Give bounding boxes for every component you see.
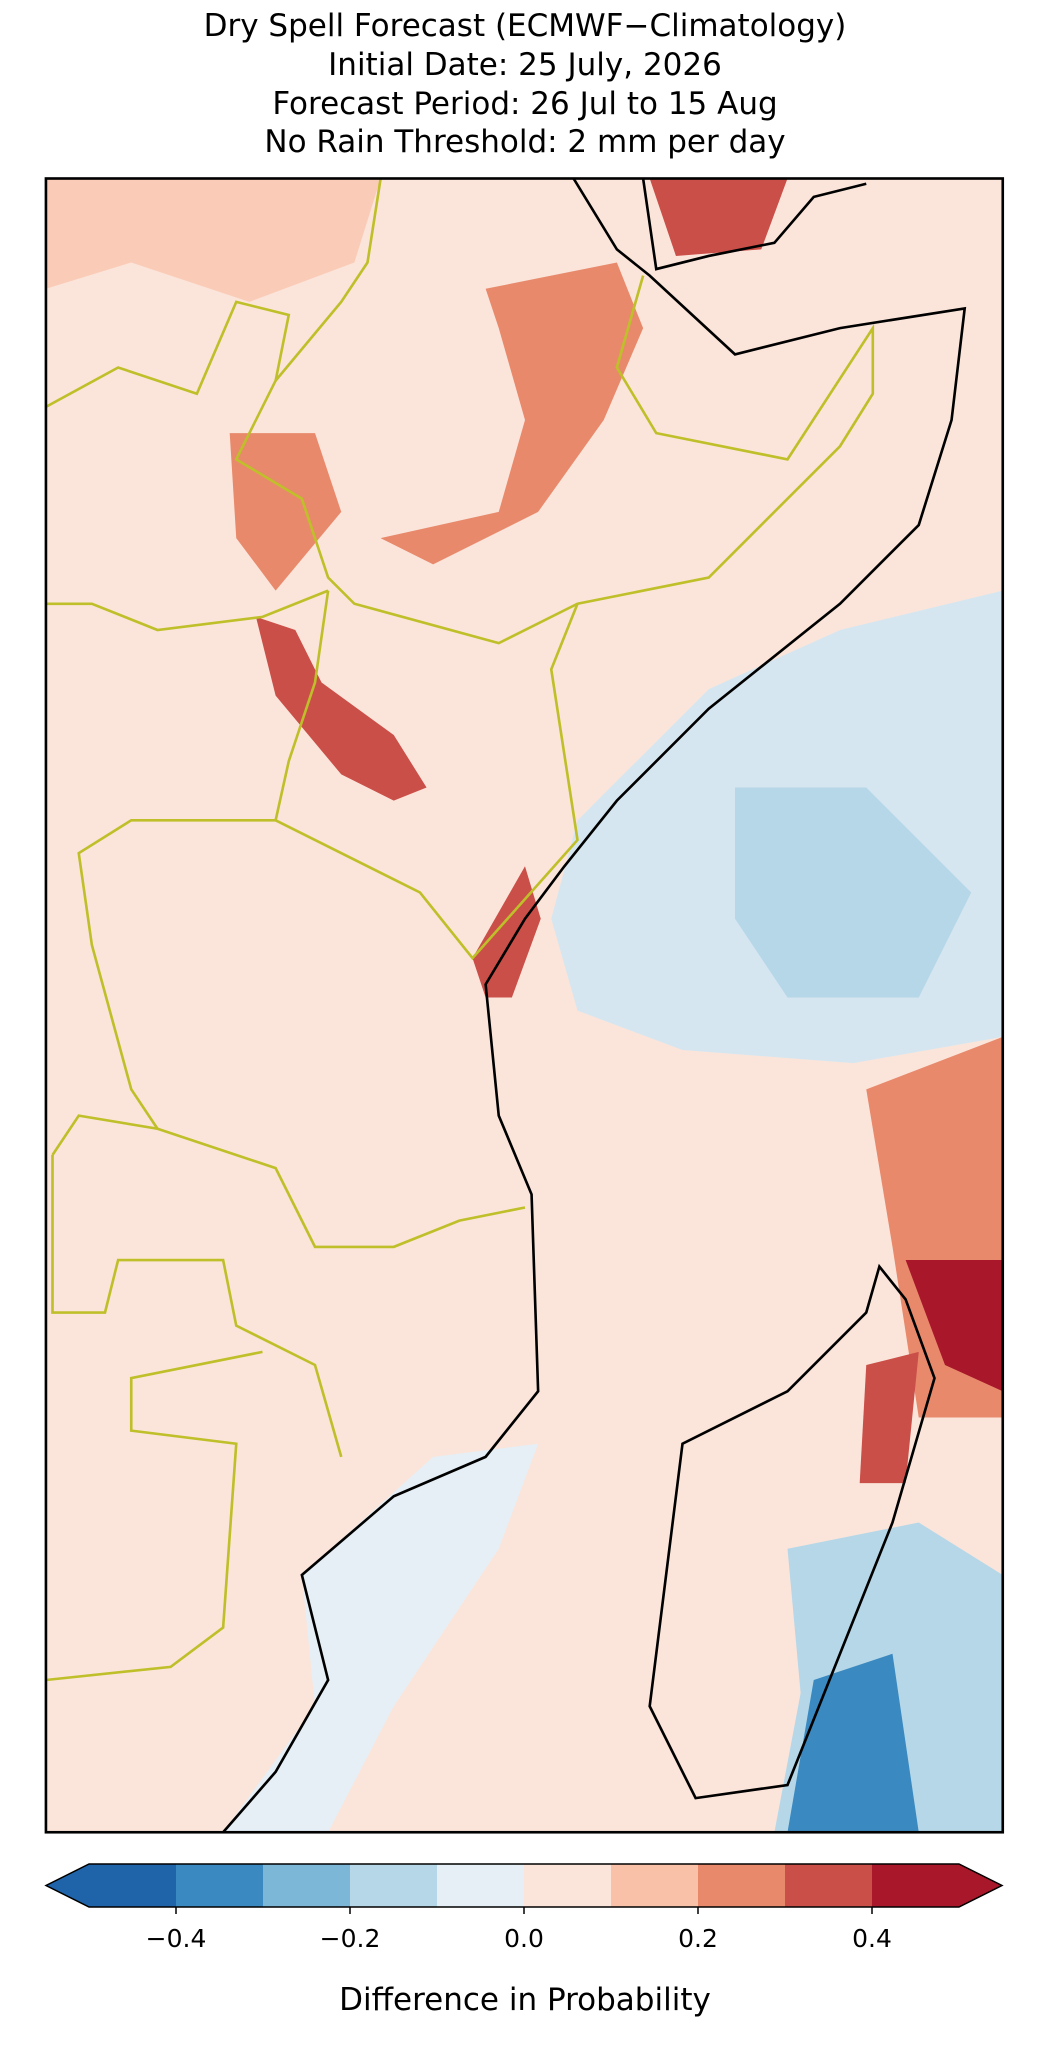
ocean-region — [787, 1653, 919, 1833]
colorbar-swatch — [437, 1864, 525, 1907]
title-line: Initial Date: 25 July, 2026 — [328, 47, 722, 83]
colorbar-outline — [44, 1863, 1004, 1908]
coastline — [648, 1263, 936, 1800]
colorbar-swatch — [785, 1864, 873, 1907]
colorbar-swatch — [263, 1864, 351, 1907]
colorbar-tick-label: −0.2 — [320, 1924, 381, 1953]
title-line: Forecast Period: 26 Jul to 15 Aug — [272, 86, 777, 122]
colorbar: −0.4 −0.2 0.0 0.2 0.4 — [44, 1863, 1004, 1953]
land-region — [380, 262, 644, 565]
colorbar-swatch — [176, 1864, 264, 1907]
land-region — [905, 1260, 1003, 1392]
title-line: Dry Spell Forecast (ECMWF−Climatology) — [204, 8, 847, 44]
colorbar-tick-label: 0.2 — [678, 1924, 718, 1953]
ocean-region — [223, 1443, 539, 1833]
colorbar-swatch — [611, 1864, 699, 1907]
colorbar-tick-label: 0.4 — [852, 1924, 892, 1953]
titles: Dry Spell Forecast (ECMWF−Climatology) I… — [204, 8, 847, 160]
colorbar-tick-label: 0.0 — [504, 1924, 544, 1953]
coastline — [641, 178, 867, 271]
land-region — [45, 178, 381, 302]
colorbar-swatch — [89, 1864, 177, 1907]
colorbar-label: Difference in Probability — [339, 1982, 711, 2018]
land-region — [649, 178, 788, 256]
map — [44, 177, 1005, 1834]
borders — [45, 178, 875, 1682]
colorbar-extend — [959, 1864, 1002, 1907]
colorbar-swatch — [698, 1864, 786, 1907]
map-field — [45, 178, 1003, 1833]
land-region — [255, 616, 427, 801]
colorbar-extend — [46, 1864, 89, 1907]
colorbar-swatch — [350, 1864, 438, 1907]
map-frame — [44, 177, 1005, 1834]
ocean-region — [735, 787, 972, 998]
colorbar-swatch — [524, 1864, 612, 1907]
coastline — [222, 178, 967, 1833]
colorbar-tick-label: −0.4 — [146, 1924, 207, 1953]
colorbar-swatch — [872, 1864, 960, 1907]
title-line: No Rain Threshold: 2 mm per day — [264, 124, 785, 160]
land-region — [859, 1351, 919, 1484]
